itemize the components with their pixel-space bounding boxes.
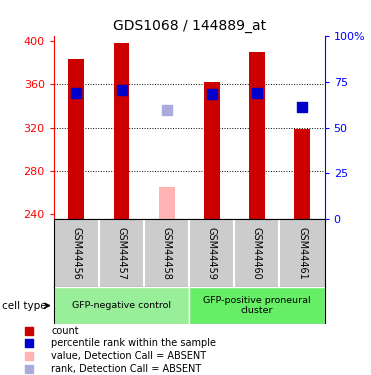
Point xyxy=(73,90,79,96)
Bar xyxy=(249,52,265,219)
Bar xyxy=(114,43,129,219)
Point xyxy=(26,353,32,359)
Text: GSM44457: GSM44457 xyxy=(116,226,127,280)
Bar xyxy=(294,129,310,219)
Point xyxy=(119,87,125,93)
Point xyxy=(26,328,32,334)
Text: GSM44460: GSM44460 xyxy=(252,227,262,279)
Text: GSM44459: GSM44459 xyxy=(207,226,217,280)
Text: GFP-negative control: GFP-negative control xyxy=(72,301,171,310)
Bar xyxy=(69,59,84,219)
Point xyxy=(26,366,32,372)
Bar xyxy=(189,287,325,324)
Text: GFP-positive proneural
cluster: GFP-positive proneural cluster xyxy=(203,296,311,315)
Point xyxy=(26,340,32,346)
Text: GSM44456: GSM44456 xyxy=(71,226,81,280)
Bar xyxy=(204,82,220,219)
Text: count: count xyxy=(51,326,79,336)
Bar xyxy=(54,287,189,324)
Text: GSM44461: GSM44461 xyxy=(297,227,307,279)
Point xyxy=(299,104,305,110)
Point xyxy=(209,91,215,97)
Text: percentile rank within the sample: percentile rank within the sample xyxy=(51,338,216,348)
Bar xyxy=(159,187,174,219)
Point xyxy=(254,90,260,96)
Text: GSM44458: GSM44458 xyxy=(162,226,172,280)
Text: cell type: cell type xyxy=(2,301,46,310)
Title: GDS1068 / 144889_at: GDS1068 / 144889_at xyxy=(113,19,266,33)
Point xyxy=(164,107,170,113)
Text: value, Detection Call = ABSENT: value, Detection Call = ABSENT xyxy=(51,351,206,361)
Text: rank, Detection Call = ABSENT: rank, Detection Call = ABSENT xyxy=(51,364,201,374)
